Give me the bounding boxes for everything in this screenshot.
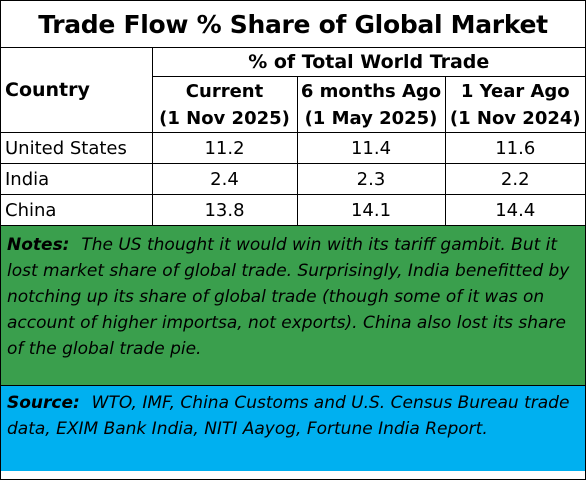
country-header: Country bbox=[1, 48, 153, 133]
value-cell: 2.4 bbox=[151, 163, 298, 195]
column-header-current: Current (1 Nov 2025) bbox=[152, 76, 298, 133]
value-cell: 11.4 bbox=[296, 132, 446, 164]
source-text: WTO, IMF, China Customs and U.S. Census … bbox=[7, 393, 570, 439]
value-cell: 2.2 bbox=[444, 163, 585, 195]
header-row-group: Country % of Total World Trade bbox=[1, 48, 585, 133]
source-label: Source: bbox=[7, 393, 92, 413]
table-row: China 13.8 14.1 14.4 bbox=[1, 194, 585, 226]
country-cell: India bbox=[1, 163, 153, 195]
notes-box: Notes: The US thought it would win with … bbox=[1, 226, 585, 386]
country-cell: United States bbox=[1, 132, 153, 164]
notes-label: Notes: bbox=[7, 235, 82, 255]
column-header-line1: 6 months Ago bbox=[300, 80, 442, 102]
value-cell: 14.4 bbox=[444, 194, 585, 226]
column-header-line2: (1 May 2025) bbox=[304, 107, 438, 129]
column-header-line1: Current bbox=[185, 80, 264, 102]
value-cell: 11.2 bbox=[151, 132, 298, 164]
column-header-line2: (1 Nov 2024) bbox=[449, 107, 581, 129]
value-cell: 13.8 bbox=[151, 194, 298, 226]
value-cell: 14.1 bbox=[296, 194, 446, 226]
page-title: Trade Flow % Share of Global Market bbox=[1, 1, 585, 48]
trade-share-table: Country % of Total World Trade Current (… bbox=[1, 48, 585, 226]
value-cell: 11.6 bbox=[444, 132, 585, 164]
source-box: Source: WTO, IMF, China Customs and U.S.… bbox=[1, 386, 585, 471]
table-row: United States 11.2 11.4 11.6 bbox=[1, 132, 585, 164]
world-trade-group-header: % of Total World Trade bbox=[151, 48, 585, 77]
column-header-line2: (1 Nov 2025) bbox=[159, 107, 290, 129]
column-header-line1: 1 Year Ago bbox=[460, 80, 570, 102]
notes-text: The US thought it would win with its tar… bbox=[7, 235, 570, 359]
header-row-columns: Current (1 Nov 2025) 6 months Ago (1 May… bbox=[1, 76, 585, 133]
table-row: India 2.4 2.3 2.2 bbox=[1, 163, 585, 195]
country-cell: China bbox=[1, 194, 153, 226]
column-header-1-year: 1 Year Ago (1 Nov 2024) bbox=[444, 76, 585, 133]
value-cell: 2.3 bbox=[296, 163, 446, 195]
column-header-6-months: 6 months Ago (1 May 2025) bbox=[296, 76, 446, 133]
